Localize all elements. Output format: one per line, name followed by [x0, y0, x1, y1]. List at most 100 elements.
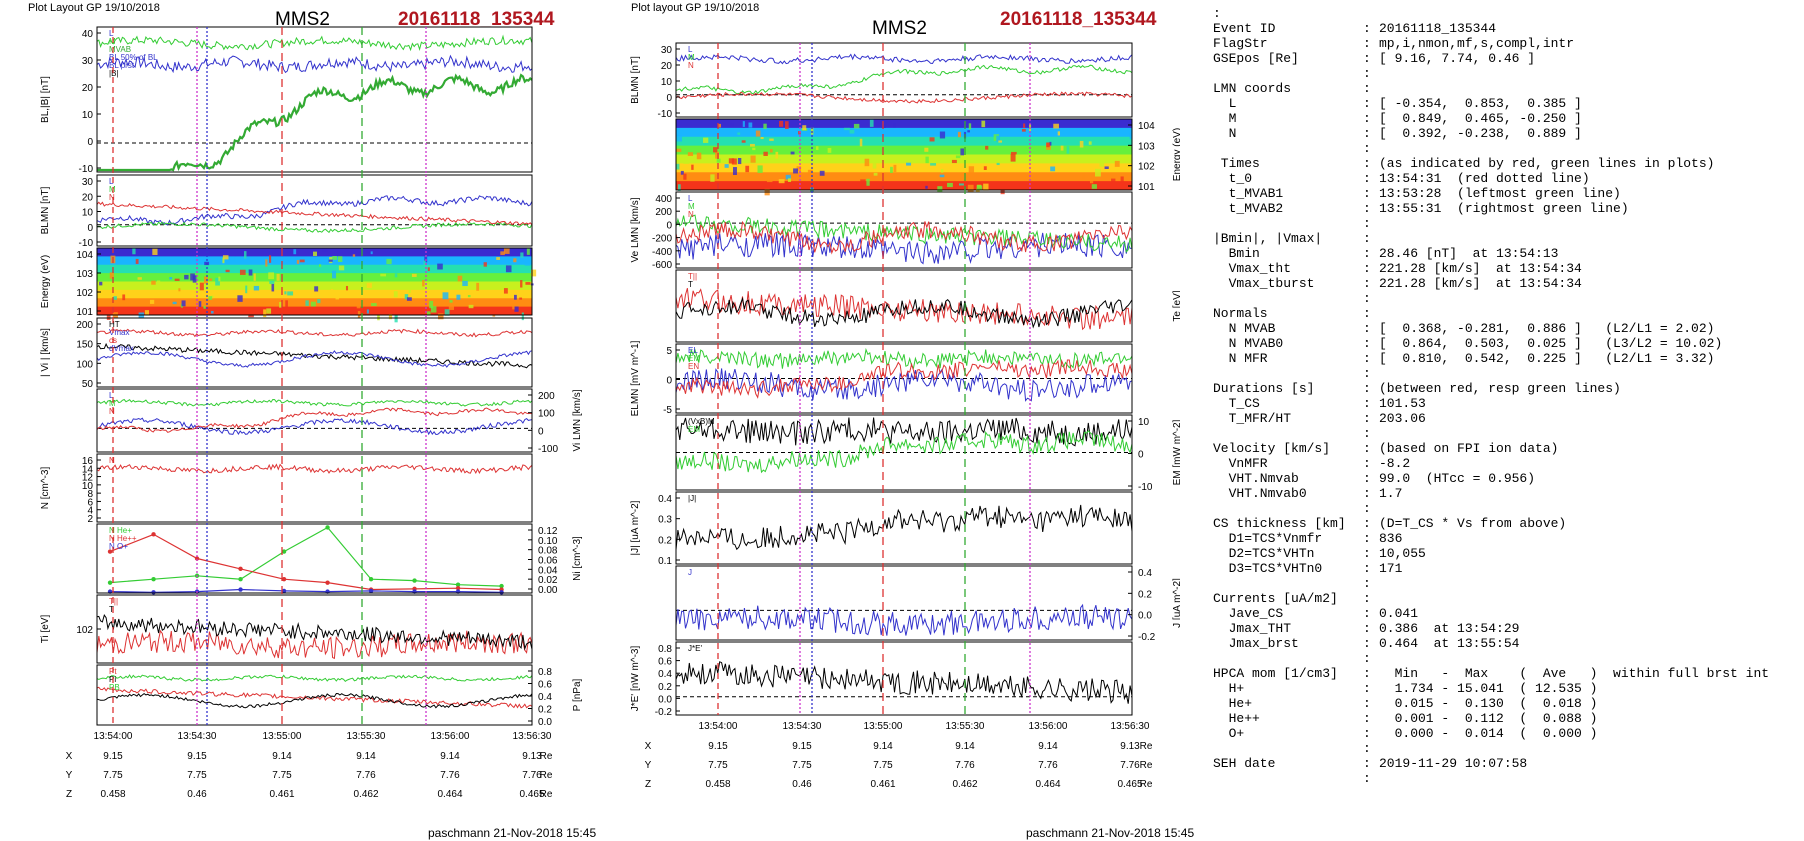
info-colon: : [1363, 306, 1371, 321]
spectrogram-cell [190, 273, 195, 281]
spectrogram-cell [1023, 123, 1026, 129]
tick-label: 150 [76, 340, 93, 351]
tick-label: 0.2 [1138, 589, 1152, 600]
tick-label: 102 [1138, 162, 1155, 173]
spectrogram-cell [174, 278, 180, 281]
spectrogram-cell [924, 147, 929, 152]
spectrogram-cell [253, 285, 260, 291]
info-row: N MFR: [ 0.810, 0.542, 0.225 ] (L2/L1 = 3… [1213, 351, 1798, 366]
spectrogram-cell [181, 300, 186, 307]
info-row: : [1213, 6, 1221, 21]
info-colon: : [1363, 606, 1371, 621]
position-unit: Re [1140, 779, 1153, 790]
spectrogram-cell [505, 265, 512, 273]
spectrogram-cell [1089, 178, 1094, 184]
panel: N He+N He++N O+ 0.120.100.080.060.040.020… [96, 523, 583, 596]
info-key: Jmax_brst [1213, 636, 1299, 651]
spectrogram-cell [844, 127, 850, 131]
position-row-label: Y [66, 770, 73, 781]
spectrogram-cell [1079, 140, 1084, 148]
spectrogram-cell [691, 164, 694, 170]
panel: 104 103 102 101 Energy (eV) [40, 247, 537, 323]
legend-entry: |J| [688, 494, 696, 503]
spectrogram-cell [331, 270, 337, 279]
spectrogram-cell [745, 165, 750, 173]
info-row: : [1213, 576, 1798, 591]
info-key: Jmax_THT [1213, 621, 1292, 636]
panel-frame [96, 247, 533, 316]
spectrogram-cell [785, 121, 789, 130]
info-row: Velocity [km/s]: (based on FPI ion data) [1213, 441, 1798, 456]
spectrogram-cell [287, 291, 294, 296]
position-value: 9.14 [873, 741, 893, 752]
spectrogram-cell [293, 249, 297, 255]
position-value: 9.14 [955, 741, 975, 752]
info-colon: : [1363, 471, 1371, 486]
tick-label: 0.06 [538, 556, 558, 567]
info-colon: : [1363, 501, 1371, 516]
spectrogram-cell [496, 257, 500, 260]
info-colon: : [1363, 171, 1371, 186]
left-event-id: 20161118_135344 [398, 9, 555, 30]
spectrogram-cell [366, 309, 369, 314]
data-point [238, 587, 243, 592]
info-row: He+: 0.015 - 0.130 ( 0.018 ) [1213, 696, 1798, 711]
spectrogram-cell [109, 272, 114, 279]
left-layout-header: Plot Layout GP 19/10/2018 [28, 2, 160, 14]
spectrogram-cell [793, 168, 798, 174]
info-value: 28.46 [nT] at 13:54:13 [1379, 246, 1559, 261]
panel-frame [96, 664, 533, 726]
info-value: -8.2 [1379, 456, 1411, 471]
tick-label: 0.1 [658, 556, 672, 567]
spectrogram-cell [976, 185, 983, 191]
event-info-listing: : Event ID:20161118_135344 FlagStr: mp,i,nm… [1213, 6, 1798, 786]
series-line [675, 53, 1133, 65]
series-line [675, 603, 1133, 636]
spectrogram-cell [955, 155, 961, 159]
time-tick-label: 13:55:30 [946, 721, 985, 732]
spectrogram-cell [438, 313, 444, 320]
legend-entry: BL prst [109, 61, 135, 70]
spectrogram-cell [893, 164, 897, 173]
spectrogram-cell [742, 121, 745, 127]
spectrogram-cell [198, 301, 202, 307]
spectrogram-cell [422, 279, 425, 287]
spectrogram-cell [394, 273, 398, 278]
axis-label: Ve LMN [km/s] [630, 197, 641, 262]
legend-entry: M [688, 202, 695, 211]
tick-label: 400 [655, 194, 672, 205]
spectrogram-cell [1082, 173, 1086, 180]
spectrogram-cell [352, 254, 356, 257]
spectrogram-cell [996, 135, 1001, 142]
position-row-label: Z [645, 779, 651, 790]
info-colon: : [1363, 441, 1371, 456]
legend-entry: N [109, 407, 115, 416]
axis-label: | Vi | [km/s] [40, 328, 51, 377]
tick-label: -5 [663, 405, 672, 416]
spectrogram-cell [151, 280, 156, 285]
series-line [675, 230, 1133, 265]
spectrogram-cell [243, 251, 247, 259]
panel-frame [96, 174, 533, 247]
tick-label: 10 [82, 481, 94, 492]
series-line [96, 417, 533, 436]
series-line [675, 430, 1133, 474]
panel: (VxB)MEM 10 0 -10 EM [mW m^-2] [675, 414, 1180, 493]
time-tick-label: 13:54:00 [94, 731, 133, 742]
spectrogram-cell [822, 128, 829, 134]
spectrogram-cell [404, 294, 409, 300]
position-unit: Re [1140, 741, 1153, 752]
tick-label: 0 [87, 223, 93, 234]
axis-label: Vi LMN [km/s] [572, 389, 583, 451]
legend-entry: N [109, 456, 115, 465]
spectrogram-cell [983, 166, 987, 170]
spectrogram-cell [750, 155, 756, 163]
data-point [151, 590, 156, 595]
spectrogram-cell [520, 252, 524, 258]
spectrogram-band [676, 119, 1132, 129]
info-key: D2=TCS*VHTn [1213, 546, 1315, 561]
legend-entry: N He+ [109, 526, 132, 535]
spectrogram-cell [985, 145, 989, 150]
panel-frame [675, 565, 1133, 641]
info-value: 0.386 at 13:54:29 [1379, 621, 1520, 636]
